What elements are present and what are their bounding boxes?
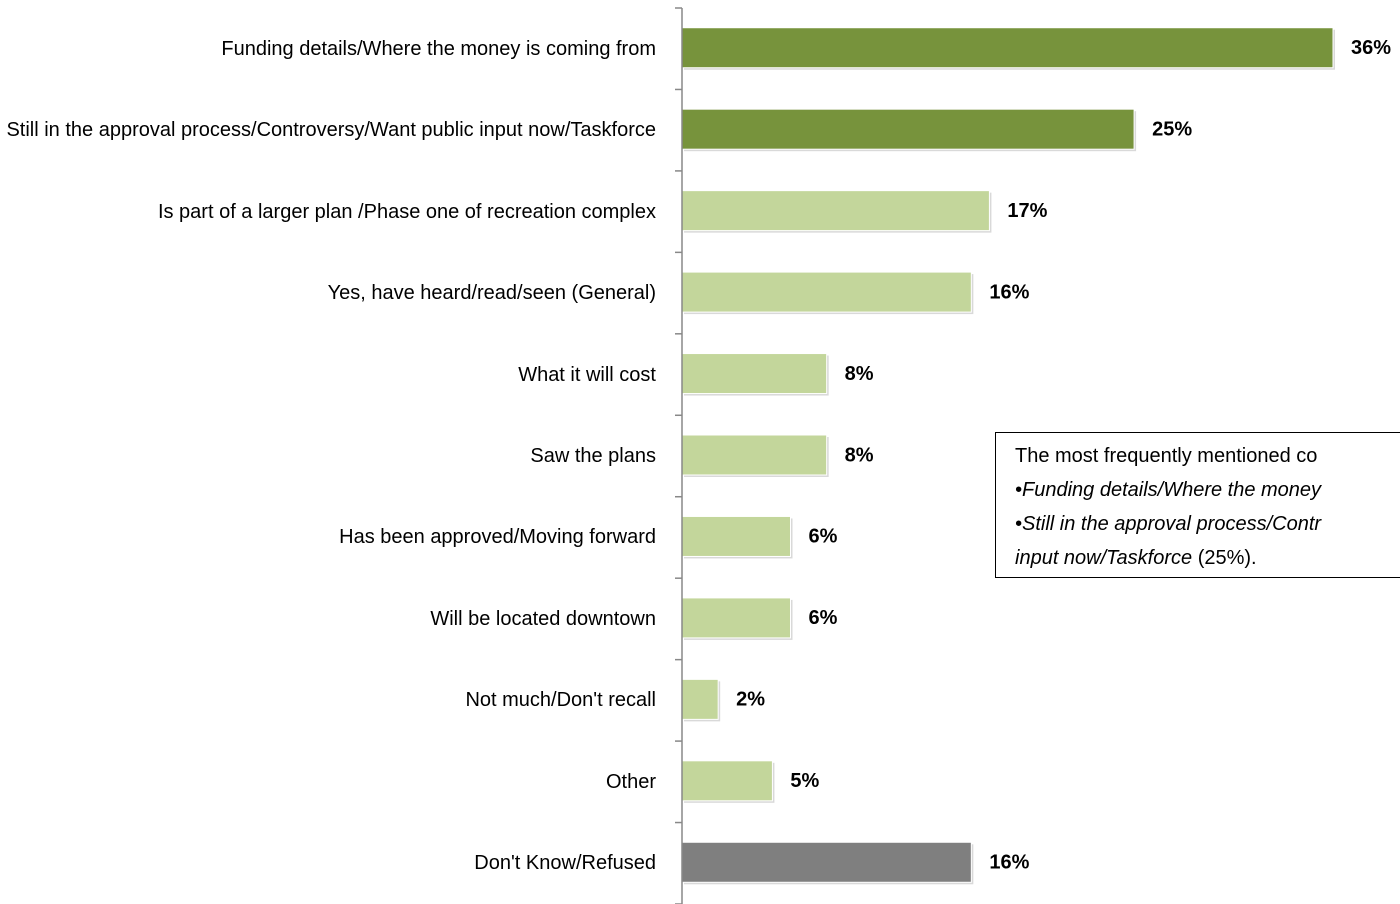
category-label: Other [0, 769, 656, 795]
category-text: Yes, have heard/read/seen (General) [327, 282, 656, 305]
value-label: 16% [989, 852, 1029, 874]
bar [681, 271, 972, 313]
category-text: What it will cost [518, 363, 656, 386]
category-label: Yes, have heard/read/seen (General) [0, 280, 656, 306]
value-label: 6% [809, 607, 838, 629]
value-label: 8% [845, 444, 874, 466]
category-label: Will be located downtown [0, 606, 656, 632]
bar [681, 760, 773, 802]
category-text: Other [605, 770, 656, 793]
category-text: Is part of a larger plan /Phase one of r… [157, 200, 656, 223]
category-label: Is part of a larger plan /Phase one of r… [0, 199, 656, 225]
bar [681, 190, 990, 232]
value-label: 6% [809, 526, 838, 548]
bar [681, 434, 828, 476]
bar [681, 353, 828, 395]
category-text: Don't Know/Refused [474, 852, 656, 875]
bar [681, 515, 791, 557]
value-label: 2% [736, 689, 765, 711]
category-label: Don't Know/Refused [0, 850, 656, 876]
value-label: 36% [1351, 37, 1391, 59]
value-label: 8% [845, 363, 874, 385]
value-label: 5% [790, 770, 819, 792]
annotation-line: •Still in the approval process/Contr [1015, 513, 1322, 535]
annotation-text: (25%). [1192, 547, 1257, 569]
bar [681, 841, 972, 883]
bar [681, 108, 1135, 150]
value-label: 25% [1152, 118, 1192, 140]
value-label: 16% [989, 281, 1029, 303]
category-text: Saw the plans [530, 445, 656, 467]
annotation-line: The most frequently mentioned co [1015, 445, 1318, 467]
category-text: Funding details/Where the money is comin… [221, 37, 656, 60]
bar [681, 678, 719, 720]
category-text: Still in the approval process/Controvers… [6, 119, 656, 142]
category-text: Has been approved/Moving forward [339, 526, 656, 549]
bar [681, 597, 791, 639]
annotation-line: •Funding details/Where the money [1015, 479, 1322, 501]
category-label: Funding details/Where the money is comin… [0, 36, 656, 62]
value-label: 17% [1007, 200, 1047, 222]
category-label: Has been approved/Moving forward [0, 524, 656, 550]
annotation-line: input now/Taskforce (25%). [1015, 541, 1400, 575]
category-text: Will be located downtown [430, 607, 656, 630]
annotation-box: The most frequently mentioned co •Fundin… [995, 432, 1400, 578]
annotation-text: input now/Taskforce [1015, 547, 1193, 569]
bar [681, 27, 1334, 69]
category-text: Not much/Don't recall [465, 689, 656, 712]
category-label: Still in the approval process/Controvers… [0, 117, 656, 143]
category-label: What it will cost [0, 362, 656, 388]
category-label: Not much/Don't recall [0, 687, 656, 713]
category-label: Saw the plans [0, 443, 656, 469]
